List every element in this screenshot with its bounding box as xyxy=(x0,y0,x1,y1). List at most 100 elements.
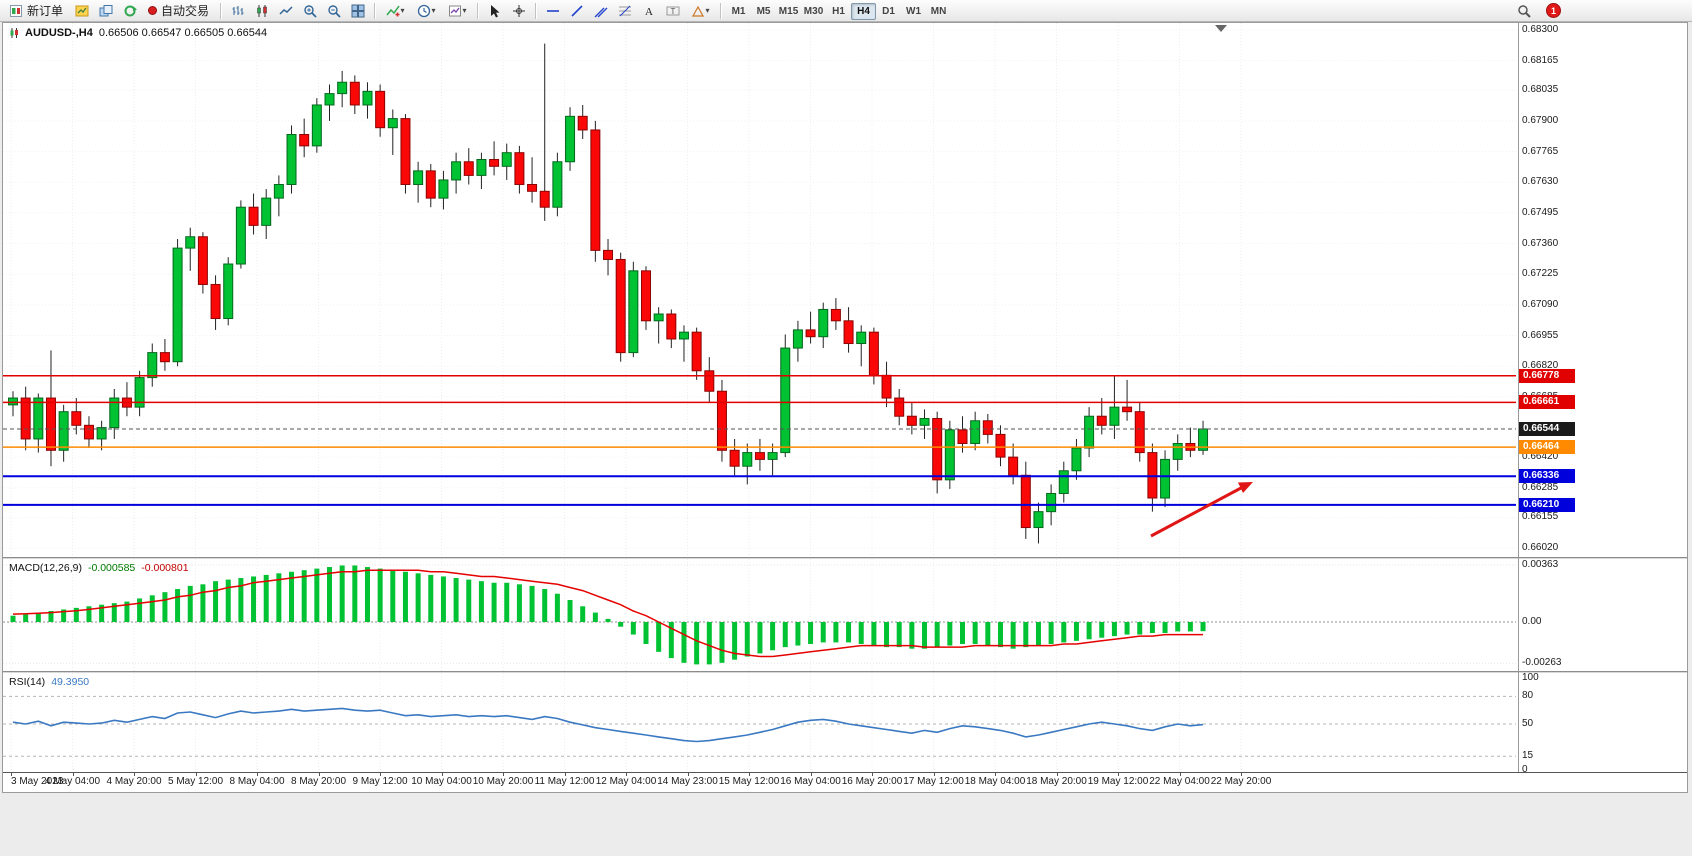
macd-histogram-bar xyxy=(213,581,219,622)
zoom-out-button[interactable] xyxy=(322,1,345,20)
notification-badge[interactable]: 1 xyxy=(1546,3,1561,18)
timeframe-button-h4[interactable]: H4 xyxy=(851,3,877,20)
panel-separator[interactable] xyxy=(3,557,1687,559)
ohlc-values: 0.66506 0.66547 0.66505 0.66544 xyxy=(98,27,268,39)
rsi-scale-label: 50 xyxy=(1522,718,1534,729)
price-scale-label: 0.68300 xyxy=(1522,24,1559,35)
level-price-box[interactable]: 0.66778 xyxy=(1519,368,1575,383)
time-axis-tick xyxy=(441,772,443,776)
profiles-button[interactable] xyxy=(94,1,117,20)
level-price-box[interactable]: 0.66661 xyxy=(1519,395,1575,410)
level-price-box[interactable]: 0.66464 xyxy=(1519,440,1575,455)
line-chart-button[interactable] xyxy=(274,1,297,20)
macd-histogram-bar xyxy=(327,567,332,622)
macd-histogram-bar xyxy=(225,579,231,622)
price-scale-label: 0.67360 xyxy=(1522,237,1559,249)
macd-histogram-bar xyxy=(934,622,940,648)
candlestick xyxy=(489,141,500,176)
trendline-tool-button[interactable] xyxy=(565,1,588,20)
time-axis-label: 12 May 04:00 xyxy=(595,776,657,787)
price-chart-canvas[interactable] xyxy=(3,23,1518,557)
timeframe-button-m30[interactable]: M30 xyxy=(801,3,826,20)
macd-histogram-bar xyxy=(111,603,117,622)
tile-windows-button[interactable] xyxy=(346,1,369,20)
time-axis-label: 15 May 12:00 xyxy=(718,776,780,787)
periods-button[interactable]: ▾ xyxy=(411,1,441,20)
candlestick xyxy=(413,161,424,203)
macd-histogram-bar xyxy=(1099,622,1105,638)
timeframe-button-m1[interactable]: M1 xyxy=(726,3,751,20)
search-button[interactable] xyxy=(1514,2,1534,20)
macd-histogram-bar xyxy=(364,567,370,622)
current-price-box[interactable]: 0.66544 xyxy=(1519,421,1575,436)
macd-histogram-bar xyxy=(592,612,598,622)
rsi-line xyxy=(12,707,1204,743)
new-chart-button[interactable] xyxy=(70,1,93,20)
zoom-in-button[interactable] xyxy=(298,1,321,20)
toolbar-separator xyxy=(477,2,479,19)
candlestick xyxy=(33,393,44,453)
bar-chart-button[interactable] xyxy=(226,1,249,20)
timeframe-button-d1[interactable]: D1 xyxy=(876,3,901,20)
chart-title: AUDUSD-,H4 0.66506 0.66547 0.66505 0.665… xyxy=(9,27,267,39)
candlestick-chart-button[interactable] xyxy=(250,1,273,20)
market-watch-button[interactable] xyxy=(118,1,141,20)
zoom-out-icon xyxy=(327,4,341,18)
price-scale[interactable]: 0.68300 0.68165 0.68035 0.67900 0.67765 0.676… xyxy=(1519,23,1581,775)
timeframe-button-m5[interactable]: M5 xyxy=(751,3,776,20)
fibonacci-tool-button[interactable] xyxy=(613,1,636,20)
timeframe-button-h1[interactable]: H1 xyxy=(826,3,851,20)
time-axis-tick xyxy=(810,772,812,776)
level-price-box[interactable]: 0.66336 xyxy=(1519,469,1575,484)
panel-separator[interactable] xyxy=(3,671,1687,673)
timeframe-button-w1[interactable]: W1 xyxy=(901,3,926,20)
candlestick xyxy=(970,411,981,451)
macd-histogram-bar xyxy=(86,606,92,622)
annotation-arrow[interactable] xyxy=(1150,482,1253,538)
text-tool-button[interactable]: A xyxy=(637,1,660,20)
macd-histogram-bar xyxy=(402,571,408,622)
templates-button[interactable]: ▾ xyxy=(442,1,472,20)
candlestick xyxy=(615,252,626,362)
macd-histogram-bar xyxy=(61,609,67,622)
macd-histogram-bar xyxy=(187,585,193,622)
macd-main-value: -0.000585 xyxy=(87,562,136,574)
time-axis-label: 8 May 20:00 xyxy=(290,776,347,787)
candlestick xyxy=(678,325,689,362)
new-order-button[interactable]: 新订单 xyxy=(3,1,69,20)
auto-trading-icon xyxy=(148,6,158,15)
macd-histogram-bar xyxy=(656,622,662,652)
candlestick xyxy=(565,107,576,171)
label-tool-button[interactable]: T xyxy=(661,1,684,20)
chart-symbol-icon xyxy=(10,28,18,38)
macd-histogram-bar xyxy=(719,622,725,663)
macd-histogram-bar xyxy=(1187,622,1193,632)
candlestick xyxy=(1172,434,1183,471)
time-axis[interactable]: 3 May 2023 4 May 04:00 4 May 20:00 5 May 12… xyxy=(0,772,1686,791)
time-axis-tick xyxy=(257,772,258,776)
candlestick xyxy=(742,443,753,485)
level-price-box[interactable]: 0.66210 xyxy=(1519,497,1575,512)
clock-icon xyxy=(417,4,430,17)
macd-panel-canvas[interactable] xyxy=(3,559,1518,671)
timeframe-group: M1 M5 M15 M30 H1 H4 D1 W1 MN xyxy=(726,1,951,20)
macd-histogram-bar xyxy=(162,592,168,622)
cursor-button[interactable] xyxy=(483,1,506,20)
time-axis-label: 19 May 12:00 xyxy=(1087,776,1149,787)
price-scale-label: 0.67495 xyxy=(1522,206,1559,218)
macd-histogram-bar xyxy=(909,622,915,649)
macd-histogram-bar xyxy=(1061,622,1067,643)
macd-histogram-bar xyxy=(238,578,244,622)
timeframe-button-mn[interactable]: MN xyxy=(926,3,951,20)
chart-shift-marker-icon[interactable] xyxy=(1215,25,1227,32)
timeframe-button-m15[interactable]: M15 xyxy=(776,3,801,20)
rsi-panel-canvas[interactable] xyxy=(3,673,1518,772)
candlestick xyxy=(1096,398,1107,435)
indicators-button[interactable]: ▾ xyxy=(380,1,410,20)
horizontal-line-tool-button[interactable] xyxy=(541,1,564,20)
shapes-tool-button[interactable]: ▾ xyxy=(685,1,715,20)
auto-trading-button[interactable]: 自动交易 xyxy=(142,1,215,20)
macd-histogram-bar xyxy=(795,622,801,646)
crosshair-button[interactable] xyxy=(507,1,530,20)
channel-tool-button[interactable] xyxy=(589,1,612,20)
